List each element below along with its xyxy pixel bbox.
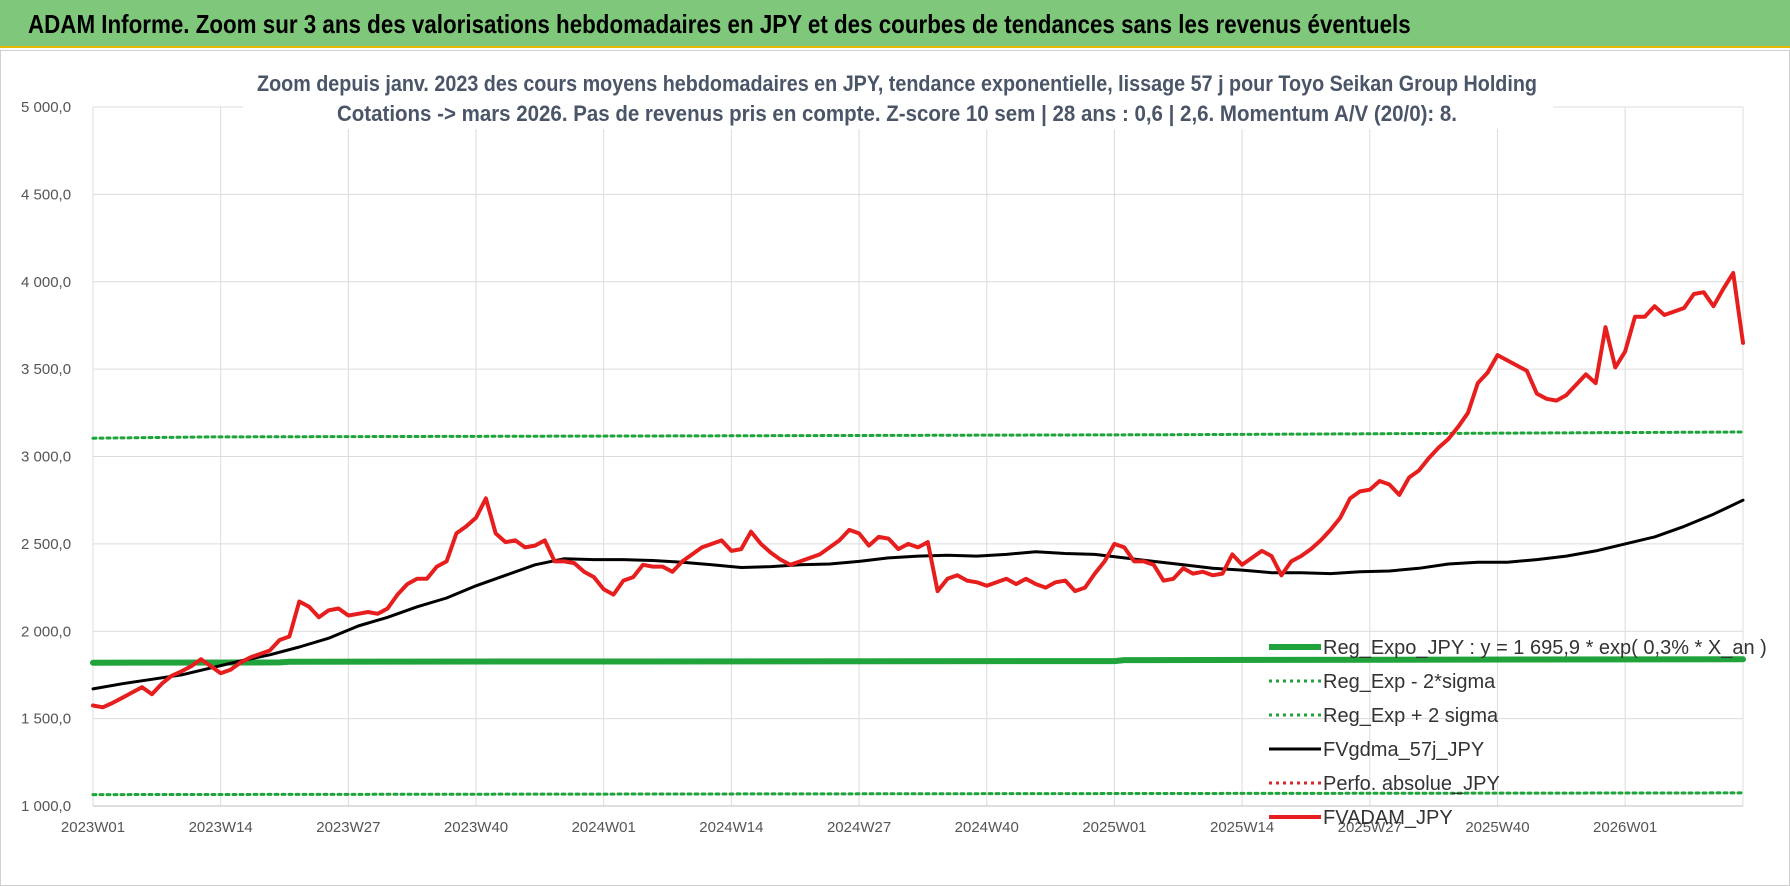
report-banner: ADAM Informe. Zoom sur 3 ans des valoris…	[0, 0, 1790, 48]
x-tick-label: 2024W14	[699, 819, 763, 836]
y-tick-label: 4 000,0	[21, 274, 71, 291]
y-tick-label: 1 000,0	[21, 798, 71, 815]
x-tick-label: 2023W40	[444, 819, 508, 836]
series-line-fvadam	[91, 271, 1745, 710]
chart-subtitle-line2: Cotations -> mars 2026. Pas de revenus p…	[337, 101, 1457, 126]
series-line-reg	[90, 656, 1746, 666]
legend-label-perfo: Perfo. absolue_JPY	[1323, 773, 1500, 795]
subtitle-background	[243, 63, 1553, 129]
series-lines	[90, 271, 1746, 797]
y-tick-label: 2 000,0	[21, 623, 71, 640]
series-line-minus2	[91, 791, 1745, 797]
x-tick-label: 2024W40	[955, 819, 1019, 836]
y-axis-ticks: 1 000,0 1 500,0 2 000,0 2 500,0 3 000,0 3 500…	[21, 99, 71, 815]
y-tick-label: 3 500,0	[21, 361, 71, 378]
x-tick-label: 2023W27	[316, 819, 380, 836]
series-line-plus2	[91, 430, 1745, 440]
x-tick-label: 2026W01	[1593, 819, 1657, 836]
y-tick-label: 4 500,0	[21, 186, 71, 203]
x-tick-label: 2024W27	[827, 819, 891, 836]
y-tick-label: 3 000,0	[21, 449, 71, 466]
grid-lines	[92, 106, 1744, 807]
x-tick-label: 2024W01	[572, 819, 636, 836]
x-tick-label: 2025W14	[1210, 819, 1274, 836]
legend-label-fvadam: FVADAM_JPY	[1323, 807, 1453, 829]
y-tick-label: 5 000,0	[21, 99, 71, 116]
report-title: ADAM Informe. Zoom sur 3 ans des valoris…	[28, 9, 1411, 39]
x-tick-label: 2023W01	[61, 819, 125, 836]
y-tick-label: 2 500,0	[21, 536, 71, 553]
legend-label-reg: Reg_Expo_JPY : y = 1 695,9 * exp( 0,3% *…	[1323, 637, 1767, 659]
y-tick-label: 1 500,0	[21, 711, 71, 728]
x-axis-ticks: 2023W01 2023W14 2023W27 2023W40 2024W01 2024W…	[61, 819, 1657, 836]
x-tick-label: 2025W40	[1465, 819, 1529, 836]
legend: Reg_Expo_JPY : y = 1 695,9 * exp( 0,3% *…	[1269, 637, 1767, 829]
legend-label-minus2: Reg_Exp - 2*sigma	[1323, 671, 1496, 693]
legend-label-plus2: Reg_Exp + 2 sigma	[1323, 705, 1499, 727]
series-line-fvgdma	[91, 498, 1745, 691]
x-tick-label: 2025W01	[1082, 819, 1146, 836]
x-tick-label: 2023W14	[189, 819, 253, 836]
x-tick-label: 2025W27	[1338, 819, 1402, 836]
line-chart: 1 000,0 1 500,0 2 000,0 2 500,0 3 000,0 3 500…	[21, 63, 1767, 836]
chart-frame: 1 000,0 1 500,0 2 000,0 2 500,0 3 000,0 3 500…	[0, 50, 1790, 886]
chart-subtitle-line1: Zoom depuis janv. 2023 des cours moyens …	[257, 71, 1537, 96]
legend-label-fvgdma: FVgdma_57j_JPY	[1323, 739, 1484, 761]
